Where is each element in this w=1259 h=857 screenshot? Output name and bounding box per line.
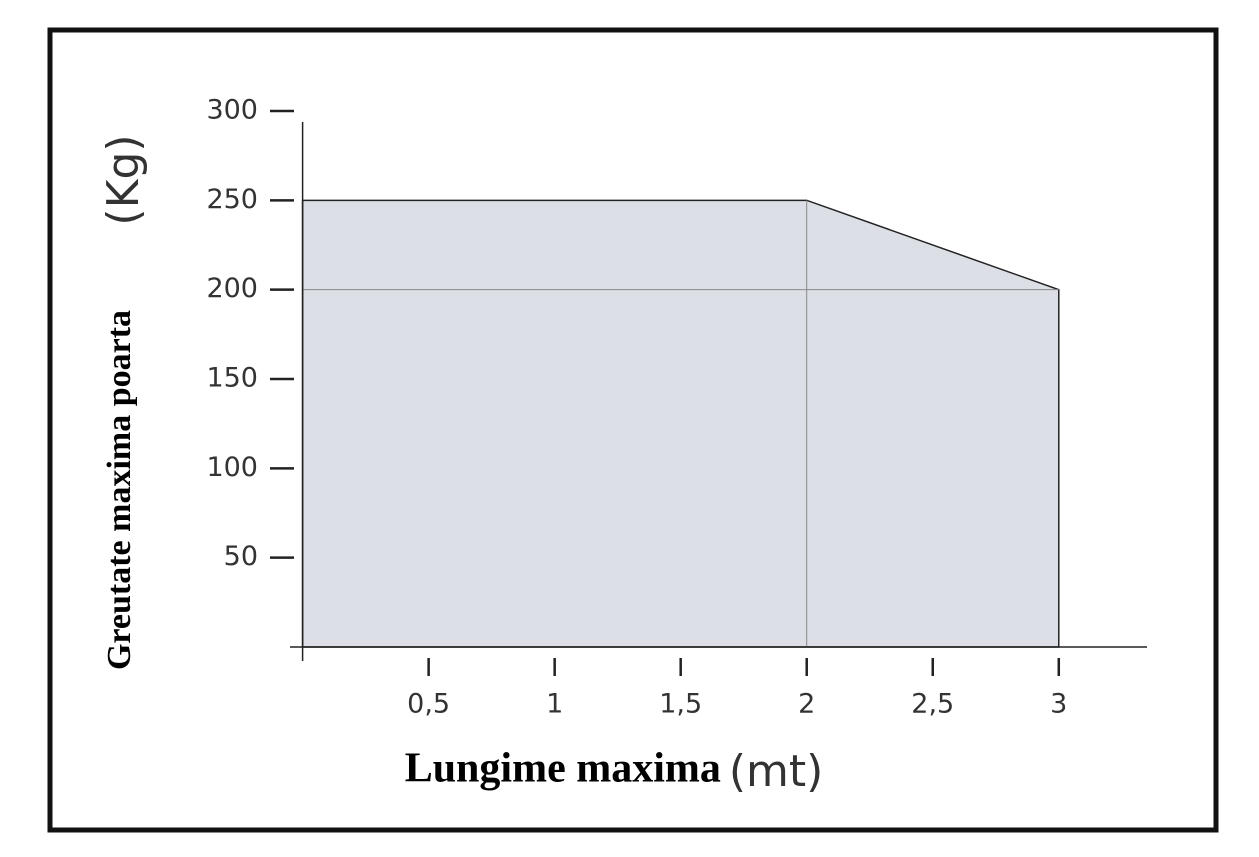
y-axis-unit: (Kg) (98, 134, 149, 225)
x-tick-label: 1,5 (659, 689, 702, 720)
area (301, 199, 1060, 648)
x-tick-label: 3 (1050, 689, 1067, 720)
x-axis-label: Lungime maxima (405, 746, 721, 792)
x-tick-label: 0,5 (407, 689, 450, 720)
x-tick-label: 1 (546, 689, 563, 720)
frame (47, 27, 1219, 833)
y-tick-label: 250 (206, 184, 258, 215)
y-tick-label: 50 (224, 541, 258, 572)
y-tick-label: 200 (206, 273, 258, 304)
y-tick-label: 300 (206, 95, 258, 126)
x-tick-label: 2 (798, 689, 815, 720)
y-tick-label: 100 (206, 452, 258, 483)
x-axis-unit: (mt) (729, 746, 823, 797)
x-tick-label: 2,5 (911, 689, 954, 720)
y-axis-label: Greutate maxima poarta (101, 310, 138, 670)
y-tick-label: 150 (206, 363, 258, 394)
